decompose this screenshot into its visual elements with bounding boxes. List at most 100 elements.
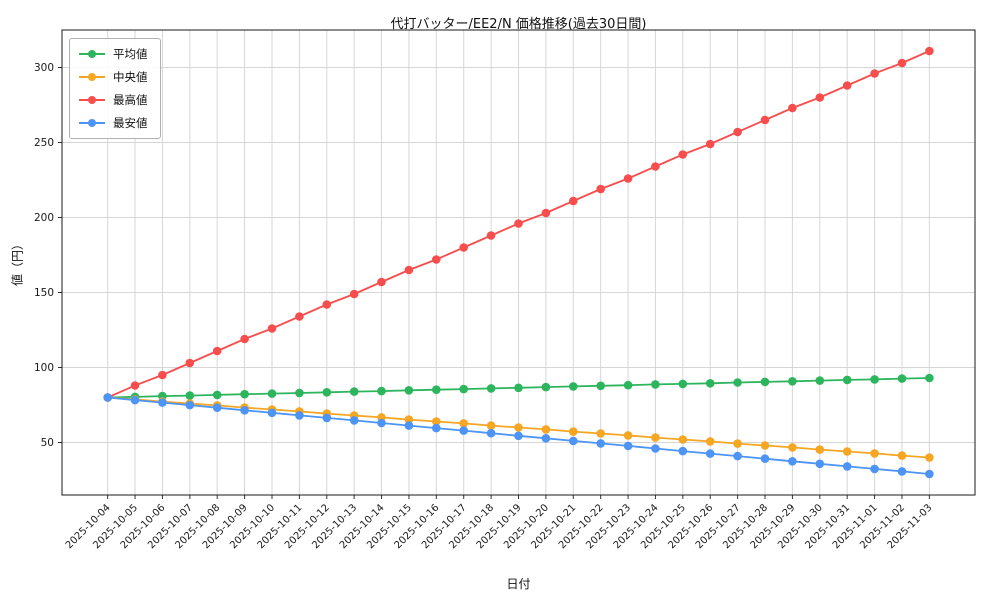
data-point-marker xyxy=(788,377,797,386)
data-point-marker xyxy=(295,388,304,398)
data-point-marker xyxy=(377,386,386,396)
data-point-marker xyxy=(459,243,469,252)
data-point-marker xyxy=(514,383,523,393)
data-point-marker xyxy=(432,423,441,433)
data-point-marker xyxy=(295,411,304,420)
y-tick-label: 200 xyxy=(34,212,54,224)
y-tick-label: 100 xyxy=(34,362,54,374)
data-point-marker xyxy=(815,459,825,469)
data-point-marker xyxy=(815,445,825,454)
data-point-marker xyxy=(404,386,414,395)
data-point-marker xyxy=(925,469,934,479)
data-point-marker xyxy=(842,375,852,385)
data-point-marker xyxy=(240,389,249,399)
legend-item[interactable]: 平均値 xyxy=(79,46,148,62)
data-point-marker xyxy=(925,46,934,56)
data-point-marker xyxy=(486,384,496,393)
legend-label: 最高値 xyxy=(113,93,148,107)
data-point-marker xyxy=(870,464,879,474)
data-point-marker xyxy=(651,433,660,442)
data-point-marker xyxy=(267,408,277,418)
data-point-marker xyxy=(678,446,688,456)
data-point-marker xyxy=(651,162,660,171)
data-point-marker xyxy=(705,139,715,149)
data-point-marker xyxy=(596,439,605,448)
data-point-marker xyxy=(404,415,414,424)
data-point-marker xyxy=(185,391,195,400)
data-point-marker xyxy=(733,378,742,387)
legend-marker-icon xyxy=(79,50,105,58)
data-point-marker xyxy=(541,434,551,443)
data-point-marker xyxy=(486,231,496,240)
data-point-marker xyxy=(541,425,551,434)
y-tick-label: 300 xyxy=(34,62,54,74)
data-point-marker xyxy=(842,81,852,90)
data-point-marker xyxy=(897,467,907,476)
legend: 平均値中央値最高値最安値 xyxy=(69,38,161,139)
legend-item[interactable]: 最安値 xyxy=(79,115,148,131)
data-point-marker xyxy=(541,208,551,218)
data-point-marker xyxy=(788,103,797,113)
legend-label: 平均値 xyxy=(113,47,148,61)
data-point-marker xyxy=(185,358,195,368)
data-point-marker xyxy=(432,385,441,395)
series-group xyxy=(103,46,934,479)
legend-marker-icon xyxy=(79,73,105,81)
data-point-marker xyxy=(870,69,879,78)
data-point-marker xyxy=(240,406,249,415)
data-point-marker xyxy=(295,312,304,321)
data-point-marker xyxy=(733,127,742,137)
data-point-marker xyxy=(377,418,386,428)
data-point-marker xyxy=(322,388,332,397)
legend-item[interactable]: 最高値 xyxy=(79,92,148,108)
data-point-marker xyxy=(705,379,715,388)
data-point-marker xyxy=(596,429,605,438)
data-point-marker xyxy=(377,277,386,287)
data-point-marker xyxy=(349,387,359,396)
data-point-marker xyxy=(103,393,112,402)
data-point-marker xyxy=(212,346,222,356)
data-point-marker xyxy=(815,376,825,385)
data-point-marker xyxy=(788,457,797,466)
data-point-marker xyxy=(404,421,414,430)
data-point-marker xyxy=(705,437,715,446)
data-point-marker xyxy=(322,413,332,423)
y-tick-label: 150 xyxy=(34,287,54,299)
data-point-marker xyxy=(925,373,934,383)
data-point-marker xyxy=(569,382,578,391)
legend-label: 最安値 xyxy=(113,116,148,130)
data-point-marker xyxy=(130,395,140,405)
data-point-marker xyxy=(760,115,770,125)
data-point-marker xyxy=(459,426,469,435)
data-point-marker xyxy=(870,449,879,458)
legend-dot-icon xyxy=(88,119,96,127)
data-point-marker xyxy=(404,265,414,275)
data-point-marker xyxy=(788,443,797,452)
data-point-marker xyxy=(733,439,742,448)
data-point-marker xyxy=(267,389,277,398)
chart-title: 代打バッター/EE2/N 価格推移(過去30日間) xyxy=(390,17,647,32)
data-point-marker xyxy=(760,454,770,464)
data-point-marker xyxy=(212,403,222,413)
data-point-marker xyxy=(212,390,222,400)
data-point-marker xyxy=(541,382,551,392)
data-point-marker xyxy=(842,447,852,456)
data-point-marker xyxy=(349,416,359,425)
data-point-marker xyxy=(240,334,249,344)
data-point-marker xyxy=(925,453,934,462)
data-point-marker xyxy=(623,380,633,390)
data-point-marker xyxy=(185,400,195,410)
data-point-marker xyxy=(158,398,167,407)
plot-border xyxy=(61,29,976,496)
data-point-marker xyxy=(514,219,523,228)
data-point-marker xyxy=(678,379,688,389)
data-point-marker xyxy=(459,419,469,428)
data-point-marker xyxy=(459,384,469,394)
data-point-marker xyxy=(705,449,715,458)
y-tick-label: 250 xyxy=(34,137,54,149)
data-point-marker xyxy=(596,184,605,194)
data-point-marker xyxy=(596,381,605,391)
data-point-marker xyxy=(842,462,852,471)
data-point-marker xyxy=(623,431,633,440)
legend-item[interactable]: 中央値 xyxy=(79,69,148,85)
